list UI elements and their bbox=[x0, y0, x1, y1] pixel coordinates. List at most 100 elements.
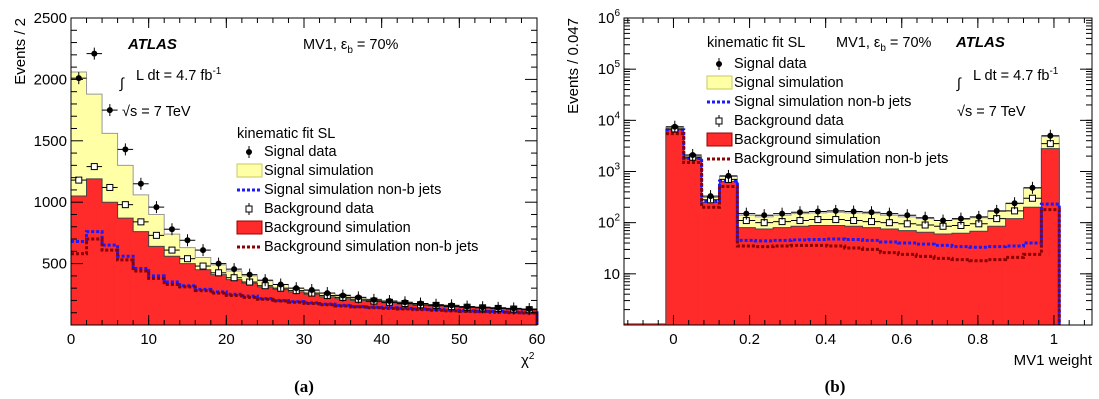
pb-y-tick-label: 105 bbox=[598, 59, 621, 78]
pa-x-tick-label: 60 bbox=[529, 331, 546, 348]
pa-signal-data-point bbox=[370, 296, 377, 303]
pb-signal-data-point bbox=[832, 207, 839, 214]
pb-integral-sign: ∫ bbox=[956, 76, 962, 92]
pb-background-sim-bar bbox=[701, 202, 720, 325]
pb-signal-nonb-line bbox=[665, 128, 1061, 325]
pa-signal-data-point bbox=[137, 180, 144, 187]
pb-legend-swatch-signal-data bbox=[716, 61, 722, 67]
pb-x-tick-label: 0 bbox=[669, 331, 677, 348]
pb-x-tick-label: 0.8 bbox=[967, 331, 988, 348]
pa-signal-data-point bbox=[308, 287, 315, 294]
pa-legend-entry: Background simulation bbox=[264, 220, 411, 236]
pa-background-sim-bar bbox=[272, 289, 289, 325]
pb-legend-swatch-background-data bbox=[715, 117, 723, 125]
pa-background-sim-bar bbox=[102, 202, 118, 325]
pa-signal-data-point bbox=[401, 299, 408, 306]
pb-mv1-label: MV1, εb = 70% bbox=[836, 35, 932, 54]
pb-background-sim-bar bbox=[1005, 218, 1024, 325]
pa-signal-data-point bbox=[464, 303, 471, 310]
pa-x-tick-label: 0 bbox=[67, 331, 75, 348]
panel-b: 0 0.2 0.4 0.6 0.8 1 10 102 103 104 105 106 Events / … bbox=[565, 8, 1093, 369]
pa-signal-data-point bbox=[106, 107, 113, 114]
pb-energy-label: √s = 7 TeV bbox=[957, 104, 1026, 120]
pb-signal-data-point bbox=[1011, 200, 1018, 207]
pa-background-sim-bar bbox=[210, 274, 227, 325]
pb-background-data-point bbox=[868, 218, 876, 226]
pa-legend-swatch-signal-data bbox=[246, 149, 252, 155]
pb-signal-data-point bbox=[725, 172, 732, 179]
pb-background-sim-bar bbox=[808, 225, 828, 325]
pa-signal-data-point bbox=[448, 302, 455, 309]
pa-signal-data-point bbox=[168, 226, 175, 233]
pb-background-sim-bar bbox=[755, 229, 774, 325]
pa-legend-entry: Background data bbox=[264, 201, 375, 217]
pa-y-tick-label: 2500 bbox=[34, 10, 67, 27]
pb-signal-data-point bbox=[743, 210, 750, 217]
pa-signal-data-point bbox=[324, 290, 331, 297]
panel-a: 0 10 20 30 40 50 60 500 1000 1500 2000 2500 Events /… bbox=[12, 10, 545, 369]
pb-background-sim-bar bbox=[719, 181, 738, 325]
pa-y-tick-label: 500 bbox=[42, 256, 67, 273]
pa-background-sim-bar bbox=[148, 246, 165, 325]
pa-signal-data-point bbox=[262, 277, 269, 284]
pa-atlas-label: ATLAS bbox=[127, 36, 177, 53]
pb-signal-data-point bbox=[886, 210, 893, 217]
pb-signal-data-point bbox=[868, 209, 875, 216]
pb-x-tick-label: 0.2 bbox=[739, 331, 760, 348]
pb-background-data-point bbox=[1028, 194, 1036, 202]
pb-background-data-point bbox=[903, 220, 911, 228]
pb-signal-data-point bbox=[707, 193, 714, 200]
pa-signal-data-point bbox=[91, 50, 98, 57]
pb-background-data-point bbox=[850, 217, 858, 225]
pa-signal-data-point bbox=[200, 247, 207, 254]
pb-signal-data-point bbox=[904, 212, 911, 219]
pa-signal-data-point bbox=[433, 301, 440, 308]
pa-signal-data-point bbox=[75, 75, 82, 82]
pa-lumi-label: L dt = 4.7 fb-1 bbox=[136, 66, 222, 84]
pb-signal-data-point bbox=[689, 152, 696, 159]
pb-signal-data-point bbox=[850, 208, 857, 215]
pa-background-sim-bar bbox=[288, 291, 305, 325]
pa-integral-sign: ∫ bbox=[119, 76, 125, 92]
pa-legend-entry: Signal simulation non-b jets bbox=[264, 182, 441, 198]
pb-background-sim-bar bbox=[826, 225, 845, 325]
pa-signal-data-point bbox=[231, 266, 238, 273]
pb-background-sim-bar bbox=[791, 226, 810, 325]
pb-signal-data-point bbox=[922, 214, 929, 221]
pa-background-sim-bar bbox=[179, 263, 196, 325]
pa-background-data-point bbox=[168, 246, 176, 254]
pa-signal-data-point bbox=[355, 294, 362, 301]
pa-legend-swatch-background-data bbox=[245, 205, 253, 213]
pb-legend-swatch-signal-sim bbox=[706, 75, 733, 90]
pb-lumi-label: L dt = 4.7 fb-1 bbox=[973, 66, 1059, 84]
pa-background-data-point bbox=[184, 255, 191, 263]
pa-signal-data-point bbox=[495, 304, 502, 311]
pa-background-sim-bar bbox=[86, 178, 103, 325]
pb-background-sim-bar bbox=[862, 227, 881, 325]
pb-background-sim-bar bbox=[880, 229, 899, 325]
pa-background-sim-bar bbox=[304, 294, 320, 325]
pb-signal-data-point bbox=[761, 212, 768, 219]
pb-signal-data-point bbox=[975, 213, 982, 220]
pb-background-sim-bar bbox=[951, 233, 971, 325]
pa-signal-data-point bbox=[277, 281, 284, 288]
pb-y-tick-label: 102 bbox=[598, 213, 621, 232]
pa-background-data-point bbox=[106, 183, 114, 191]
pa-x-tick-label: 30 bbox=[296, 331, 313, 348]
pa-background-data-point bbox=[152, 231, 160, 239]
pb-signal-data-point bbox=[940, 217, 947, 224]
pa-legend-swatch-signal-sim bbox=[236, 163, 263, 178]
pa-signal-data-point bbox=[510, 305, 517, 312]
pb-signal-data-point bbox=[957, 215, 964, 222]
pa-background-data-point bbox=[137, 218, 145, 226]
pb-background-sim-bar bbox=[844, 226, 863, 325]
pb-background-sim-bar bbox=[665, 129, 685, 325]
pb-signal-data-point bbox=[796, 209, 803, 216]
pa-background-data-point bbox=[215, 269, 223, 277]
pb-background-sim-bar bbox=[969, 231, 989, 325]
pb-y-tick-label: 106 bbox=[598, 8, 621, 27]
pb-y-axis-label: Events / 0.047 bbox=[565, 18, 582, 114]
pb-background-sim-bar bbox=[934, 234, 953, 325]
pa-signal-data-point bbox=[215, 260, 222, 267]
pb-background-sim-bar bbox=[898, 230, 917, 325]
